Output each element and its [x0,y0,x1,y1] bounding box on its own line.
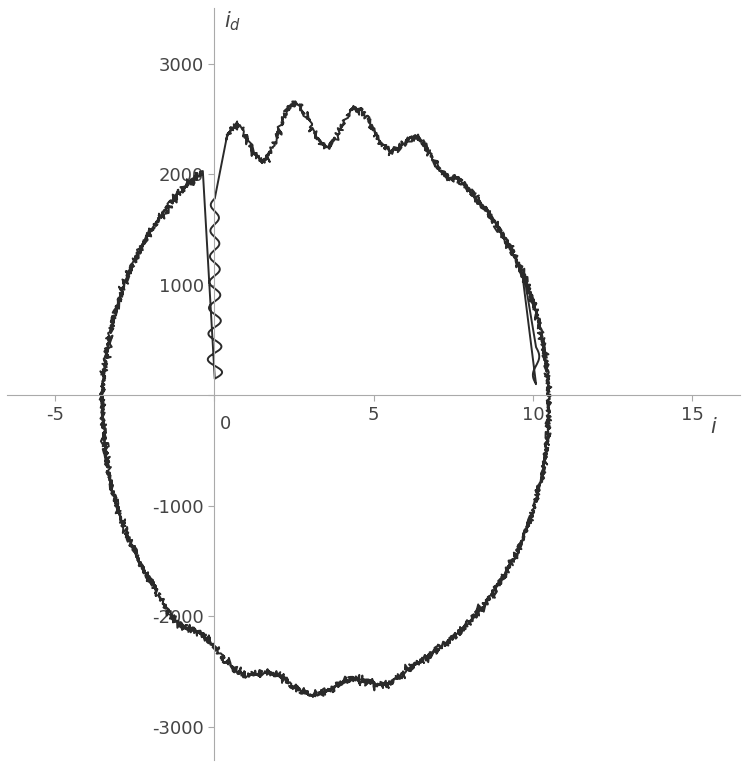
Text: $i_d$: $i_d$ [223,10,241,34]
Text: 0: 0 [220,415,231,433]
Text: $i$: $i$ [710,417,718,437]
